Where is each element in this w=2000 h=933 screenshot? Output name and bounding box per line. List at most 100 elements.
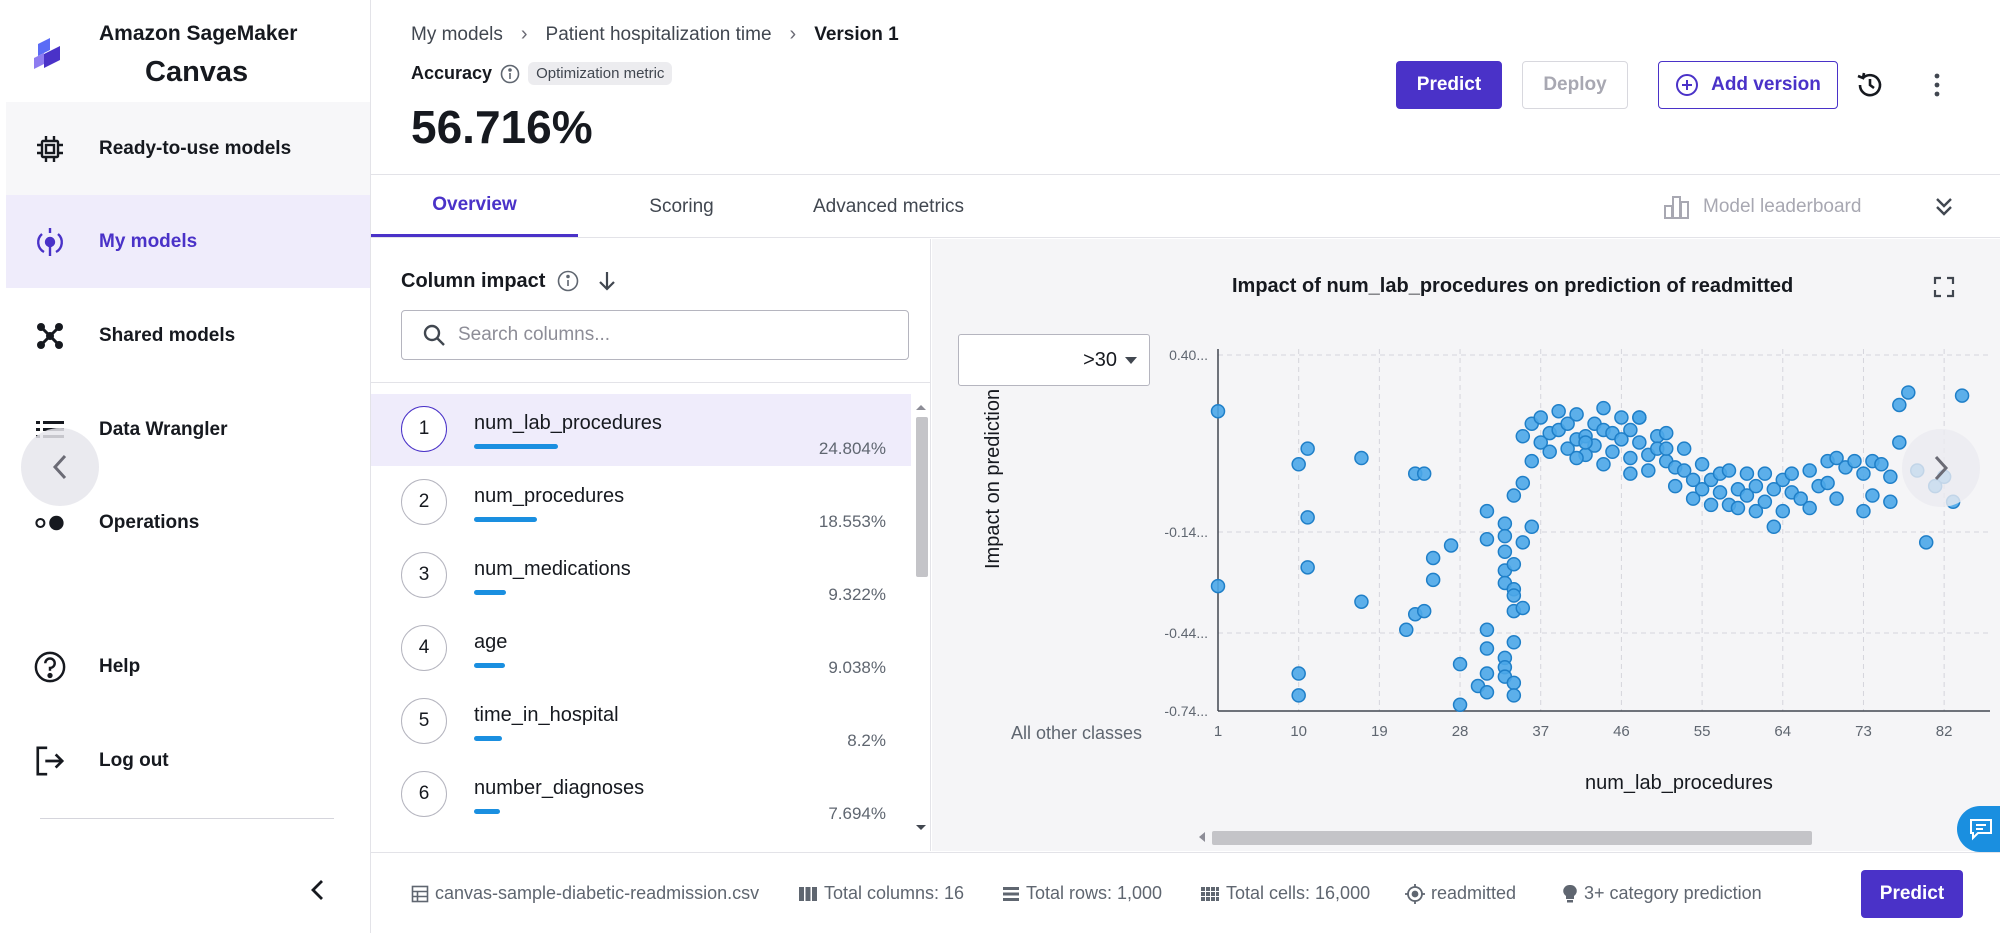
- class-select[interactable]: >30: [958, 334, 1150, 386]
- leaderboard-icon: [1664, 196, 1689, 219]
- column-impact-item[interactable]: 5 time_in_hospital 8.2%: [371, 686, 911, 758]
- data-point: [1918, 535, 1934, 550]
- data-point: [1506, 488, 1522, 503]
- my-models-icon: [34, 226, 66, 258]
- class-select-value: >30: [1083, 348, 1117, 371]
- chart-horizontal-scrollbar[interactable]: [1196, 829, 1818, 845]
- x-tick-label: 37: [1532, 723, 1549, 740]
- sidebar-item-log-out[interactable]: Log out: [6, 714, 370, 807]
- rank-badge: 1: [401, 406, 447, 452]
- footer-columns: Total columns: 16: [798, 883, 964, 904]
- chat-button[interactable]: [1957, 806, 2000, 852]
- double-chevron-down-icon[interactable]: [1931, 194, 1957, 220]
- rank-badge: 6: [401, 771, 447, 817]
- data-point: [1515, 475, 1531, 491]
- breadcrumb: My models › Patient hospitalization time…: [411, 23, 899, 46]
- sidebar-item-operations[interactable]: Operations: [6, 476, 370, 569]
- breadcrumb-model[interactable]: Patient hospitalization time: [545, 23, 772, 45]
- scroll-thumb[interactable]: [1212, 831, 1812, 845]
- add-version-button[interactable]: Add version: [1658, 61, 1838, 109]
- history-icon[interactable]: [1855, 70, 1885, 100]
- data-point: [1739, 466, 1755, 481]
- column-impact-panel: Column impact 1 num_lab_procedures 24.804%…: [371, 239, 931, 851]
- data-point: [1748, 503, 1764, 519]
- breadcrumb-my-models[interactable]: My models: [411, 23, 503, 45]
- scroll-thumb[interactable]: [916, 417, 928, 577]
- data-point: [1399, 622, 1414, 638]
- data-point: [1954, 388, 1970, 403]
- column-impact-item[interactable]: 1 num_lab_procedures 24.804%: [371, 394, 911, 466]
- carousel-next-button[interactable]: [1902, 429, 1980, 507]
- data-point: [1506, 556, 1522, 572]
- tab-overview[interactable]: Overview: [371, 176, 578, 237]
- plus-circle-icon: [1676, 74, 1699, 96]
- column-list-scrollbar[interactable]: [912, 399, 930, 835]
- fullscreen-icon[interactable]: [1932, 275, 1956, 299]
- predict-button[interactable]: Predict: [1396, 61, 1502, 109]
- scroll-up-icon: [916, 405, 926, 410]
- tabs: Overview Scoring Advanced metrics Model …: [371, 176, 2000, 238]
- info-icon[interactable]: [557, 270, 579, 292]
- data-point: [1506, 675, 1522, 691]
- data-point: [1802, 500, 1817, 516]
- x-tick-label: 73: [1855, 723, 1872, 740]
- dataset-footer: canvas-sample-diabetic-readmission.csv T…: [371, 852, 2000, 933]
- impact-bar: [474, 517, 537, 522]
- sidebar-item-help[interactable]: Help: [6, 620, 370, 713]
- data-point: [1300, 560, 1315, 575]
- data-point: [1892, 435, 1907, 450]
- column-impact-item[interactable]: 4 age 9.038%: [371, 613, 911, 685]
- footer-model-type: 3+ category prediction: [1562, 883, 1762, 904]
- footer-columns-label: Total columns: 16: [824, 883, 965, 903]
- shared-models-icon: [34, 320, 66, 352]
- sidebar-item-ready-to-use-models[interactable]: Ready-to-use models: [6, 102, 370, 195]
- tab-advanced-metrics[interactable]: Advanced metrics: [812, 195, 964, 217]
- x-tick-label: 19: [1371, 723, 1388, 740]
- carousel-prev-button[interactable]: [21, 428, 99, 506]
- data-point: [1632, 410, 1647, 425]
- search-columns-input[interactable]: [458, 324, 898, 346]
- data-point: [1829, 491, 1844, 506]
- more-options-icon[interactable]: [1922, 70, 1952, 100]
- info-icon[interactable]: [500, 64, 520, 84]
- impact-bar: [474, 663, 505, 668]
- data-point: [1452, 697, 1468, 713]
- data-point: [1416, 466, 1432, 481]
- sidebar-item-my-models[interactable]: My models: [6, 195, 370, 288]
- data-point: [1479, 503, 1495, 519]
- data-point: [1443, 538, 1459, 553]
- impact-percentage: 24.804%: [818, 439, 886, 458]
- data-point: [1856, 466, 1871, 481]
- sidebar-item-shared-models[interactable]: Shared models: [6, 289, 370, 382]
- impact-bar: [474, 444, 558, 449]
- deploy-button[interactable]: Deploy: [1522, 61, 1628, 109]
- chevron-left-icon: [311, 880, 323, 900]
- arrow-down-icon[interactable]: [595, 269, 619, 293]
- column-impact-item[interactable]: 6 number_diagnoses 7.694%: [371, 759, 911, 831]
- search-columns-box[interactable]: [401, 310, 909, 360]
- rank-badge: 2: [401, 479, 447, 525]
- data-point: [1703, 497, 1719, 513]
- data-point: [1506, 588, 1522, 603]
- x-tick-label: 1: [1214, 723, 1222, 740]
- column-impact-item[interactable]: 2 num_procedures 18.553%: [371, 467, 911, 539]
- tab-scoring[interactable]: Scoring: [649, 195, 714, 217]
- y-tick-label: -0.74...: [1164, 703, 1208, 719]
- add-version-label: Add version: [1711, 74, 1821, 95]
- data-point: [1533, 410, 1548, 425]
- sidebar-item-label: Ready-to-use models: [99, 137, 292, 159]
- data-point: [1497, 528, 1513, 544]
- data-point: [1766, 482, 1782, 497]
- data-point: [1793, 491, 1808, 506]
- data-point: [1623, 450, 1638, 466]
- column-impact-item[interactable]: 3 num_medications 9.322%: [371, 540, 911, 612]
- scatter-chart: 1 10 19 28 37 46 55 64 73 82 0.40... -0.14... -0.44.…: [1164, 347, 1990, 740]
- data-point: [1757, 466, 1773, 481]
- x-tick-label: 64: [1774, 723, 1791, 740]
- data-point: [1506, 635, 1522, 650]
- collapse-sidebar-button[interactable]: [300, 872, 336, 908]
- model-leaderboard-button[interactable]: Model leaderboard: [1663, 194, 1861, 220]
- footer-predict-button[interactable]: Predict: [1861, 870, 1963, 918]
- sidebar-item-label: Shared models: [99, 324, 236, 346]
- canvas-logo-icon: [34, 38, 60, 69]
